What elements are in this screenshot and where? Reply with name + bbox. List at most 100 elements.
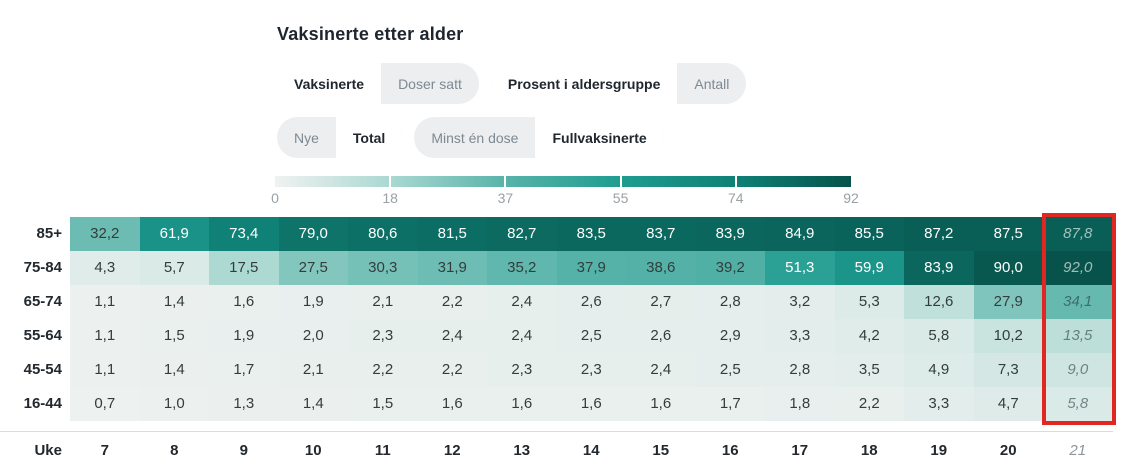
heatmap-cell: 39,2	[695, 251, 765, 285]
week-label: 12	[443, 442, 461, 459]
heatmap-cell: 5,8	[1043, 387, 1113, 421]
heatmap-cell: 31,9	[417, 251, 487, 285]
heatmap-cell: 1,6	[556, 387, 626, 421]
toggle-group-4: Minst én dose Fullvaksinerte	[414, 117, 664, 158]
week-label: 13	[513, 442, 531, 459]
age-group-label: 75-84	[23, 259, 62, 276]
heatmap-cell: 2,4	[417, 319, 487, 353]
heatmap-cell: 10,2	[973, 319, 1043, 353]
toggle-group-1: Vaksinerte Doser satt	[277, 63, 479, 104]
heatmap-cell: 3,5	[834, 353, 904, 387]
heatmap-cell: 5,3	[834, 285, 904, 319]
legend-tick-label: 92	[843, 190, 859, 206]
heatmap-cell: 4,3	[70, 251, 140, 285]
heatmap-cell: 7,3	[973, 353, 1043, 387]
heatmap-cell: 2,2	[417, 353, 487, 387]
heatmap-cell: 87,8	[1043, 217, 1113, 251]
heatmap-cell: 82,7	[487, 217, 557, 251]
week-label: 7	[100, 442, 109, 459]
heatmap-cell: 2,9	[695, 319, 765, 353]
heatmap-cell: 3,2	[765, 285, 835, 319]
heatmap-cell: 80,6	[348, 217, 418, 251]
legend-tick-label: 74	[728, 190, 744, 206]
heatmap-cell: 83,5	[556, 217, 626, 251]
heatmap-cell: 2,7	[626, 285, 696, 319]
heatmap-cell: 1,0	[139, 387, 209, 421]
heatmap-cell: 1,4	[278, 387, 348, 421]
heatmap-cell: 1,7	[209, 353, 279, 387]
week-label: 14	[582, 442, 600, 459]
age-group-label: 16-44	[23, 395, 62, 412]
heatmap-cell: 27,9	[973, 285, 1043, 319]
week-label: 18	[860, 442, 878, 459]
toggle-option[interactable]: Doser satt	[398, 75, 462, 92]
toggle-option[interactable]: Antall	[694, 75, 730, 92]
age-group-label: 85+	[36, 225, 62, 242]
heatmap-cell: 2,3	[348, 319, 418, 353]
heatmap-cell: 38,6	[626, 251, 696, 285]
week-label: 17	[791, 442, 809, 459]
legend-tick	[734, 176, 737, 187]
heatmap-cell: 1,9	[278, 285, 348, 319]
heatmap-cell: 1,9	[209, 319, 279, 353]
heatmap-cell: 4,2	[834, 319, 904, 353]
legend-gradient-bar	[275, 176, 851, 187]
heatmap-cell: 83,7	[626, 217, 696, 251]
heatmap-cell: 2,2	[417, 285, 487, 319]
toggle-option[interactable]: Total	[335, 117, 403, 158]
heatmap-table: 85+ 32,2 61,9 73,4 79,0 80,6 81,5 82,7 83,5 83,7 8…	[0, 217, 1113, 464]
heatmap-cell: 37,9	[556, 251, 626, 285]
week-label: 11	[374, 442, 391, 459]
legend-tick	[619, 176, 622, 187]
legend-tick	[504, 176, 507, 187]
toggle-option[interactable]: Vaksinerte	[277, 63, 382, 104]
heatmap-cell: 0,7	[70, 387, 140, 421]
heatmap-cell: 27,5	[278, 251, 348, 285]
heatmap-cell: 9,0	[1043, 353, 1113, 387]
heatmap-cell: 2,1	[348, 285, 418, 319]
age-group-label: 55-64	[23, 327, 62, 344]
week-label: 15	[652, 442, 670, 459]
toggle-option[interactable]: Minst én dose	[431, 129, 519, 146]
heatmap-cell: 2,8	[695, 285, 765, 319]
heatmap-cell: 2,3	[556, 353, 626, 387]
heatmap-cell: 1,1	[70, 353, 140, 387]
heatmap-cell: 61,9	[139, 217, 209, 251]
heatmap-cell: 90,0	[973, 251, 1043, 285]
heatmap-cell: 73,4	[209, 217, 279, 251]
heatmap-cell: 2,4	[487, 319, 557, 353]
week-label: 9	[239, 442, 248, 459]
axis-divider	[0, 421, 1113, 432]
heatmap-cell: 2,8	[765, 353, 835, 387]
heatmap-cell: 2,6	[626, 319, 696, 353]
legend-tick-label: 0	[271, 190, 279, 206]
heatmap-cell: 59,9	[834, 251, 904, 285]
heatmap-cell: 4,7	[973, 387, 1043, 421]
week-label: 20	[999, 442, 1017, 459]
x-axis-title: Uke	[34, 442, 62, 459]
heatmap-cell: 51,3	[765, 251, 835, 285]
heatmap-cell: 84,9	[765, 217, 835, 251]
toggle-option[interactable]: Prosent i aldersgruppe	[490, 63, 678, 104]
legend-tick-label: 18	[382, 190, 398, 206]
week-label: 19	[930, 442, 948, 459]
toggle-option[interactable]: Nye	[294, 129, 319, 146]
week-label: 10	[304, 442, 322, 459]
heatmap-cell: 1,8	[765, 387, 835, 421]
legend-tick-labels: 0 18 37 55 74 92	[271, 189, 859, 207]
heatmap-cell: 13,5	[1043, 319, 1113, 353]
heatmap-cell: 1,3	[209, 387, 279, 421]
week-label: 21	[1069, 442, 1087, 459]
heatmap-cell: 3,3	[904, 387, 974, 421]
heatmap-cell: 3,3	[765, 319, 835, 353]
heatmap-cell: 12,6	[904, 285, 974, 319]
age-group-label: 65-74	[23, 293, 62, 310]
heatmap-cell: 1,1	[70, 319, 140, 353]
legend-tick-label: 55	[612, 190, 629, 206]
toggle-row-2: Nye Total Minst én dose Fullvaksinerte	[277, 117, 664, 158]
heatmap-cell: 2,2	[834, 387, 904, 421]
week-label: 8	[170, 442, 179, 459]
toggle-option[interactable]: Fullvaksinerte	[535, 117, 664, 158]
heatmap-cell: 17,5	[209, 251, 279, 285]
